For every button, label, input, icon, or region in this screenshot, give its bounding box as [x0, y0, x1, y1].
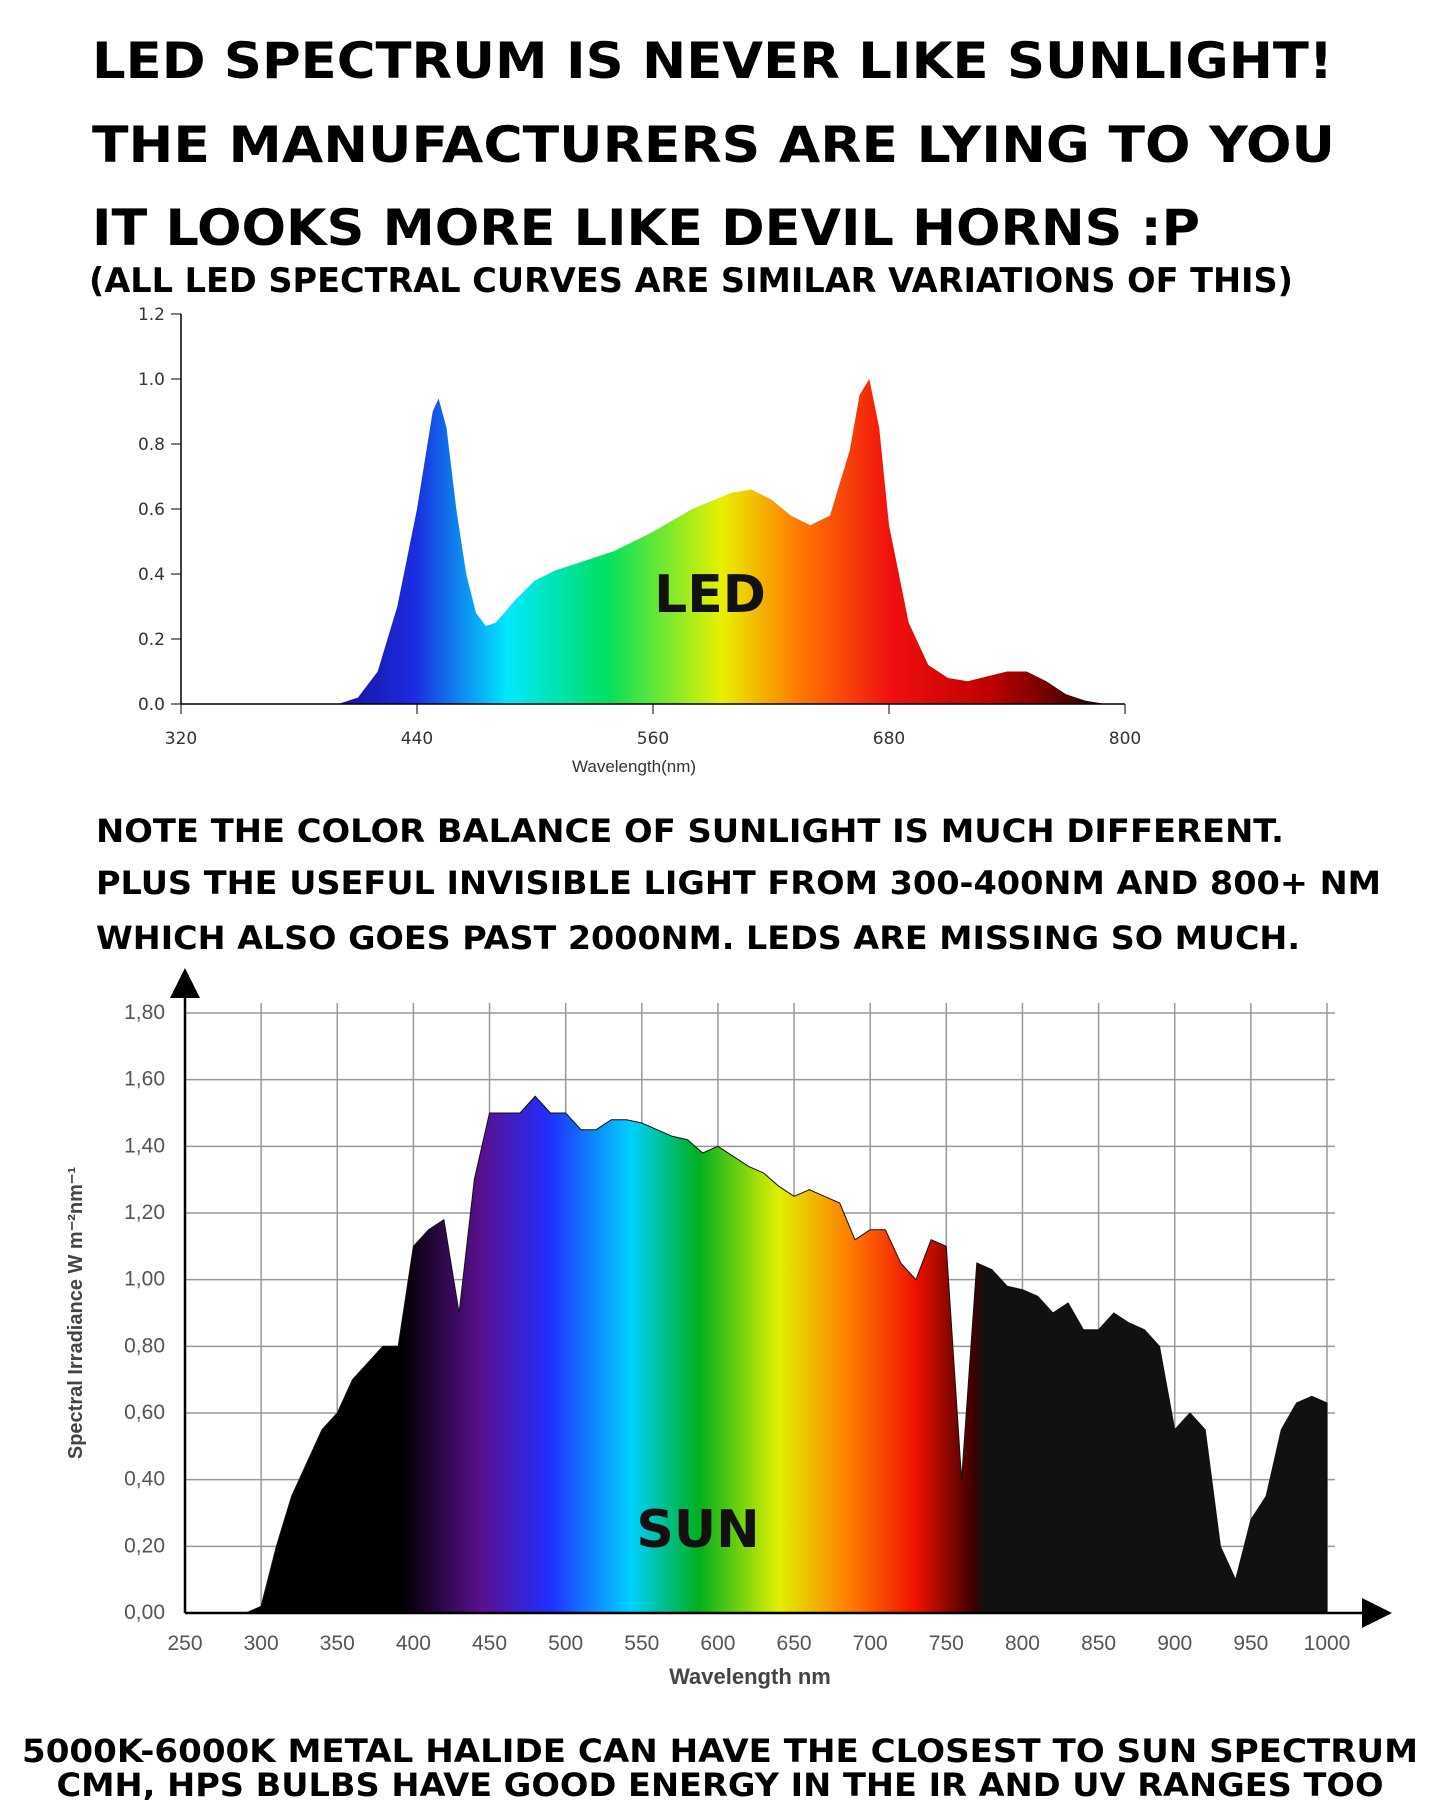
x-tick-label: 350: [320, 1632, 355, 1655]
y-tick-label: 1.2: [138, 305, 165, 325]
x-tick-label: 850: [1081, 1632, 1116, 1655]
y-tick-label: 1,20: [124, 1201, 165, 1224]
y-tick-label: 0,40: [124, 1468, 165, 1491]
x-tick-label: 950: [1233, 1632, 1268, 1655]
x-tick-label: 800: [1005, 1632, 1040, 1655]
y-tick-label: 0.6: [138, 500, 165, 520]
x-tick-label: 300: [244, 1632, 279, 1655]
x-tick-label: 500: [548, 1632, 583, 1655]
spectrum-area: [338, 379, 1106, 704]
headline: WHICH ALSO GOES PAST 2000NM. LEDS ARE MI…: [96, 919, 1300, 957]
y-tick-label: 1,40: [124, 1134, 165, 1157]
x-tick-label: 600: [700, 1632, 735, 1655]
chart-annotation: LED: [654, 565, 766, 625]
y-tick-label: 1.0: [138, 370, 165, 390]
headline: 5000K-6000K METAL HALIDE CAN HAVE THE CL…: [22, 1732, 1418, 1770]
y-tick-label: 0,80: [124, 1334, 165, 1357]
x-tick-label: 400: [396, 1632, 431, 1655]
headline: LED SPECTRUM IS NEVER LIKE SUNLIGHT!: [92, 32, 1333, 90]
headline: CMH, HPS BULBS HAVE GOOD ENERGY IN THE I…: [57, 1766, 1384, 1800]
x-tick-label: 250: [167, 1632, 202, 1655]
y-tick-label: 0,00: [124, 1601, 165, 1624]
y-tick-label: 0.2: [138, 630, 165, 650]
headline: IT LOOKS MORE LIKE DEVIL HORNS :P: [92, 199, 1200, 257]
x-axis-label: Wavelength nm: [669, 1664, 831, 1689]
x-axis-label: Wavelength(nm): [572, 757, 696, 776]
y-tick-label: 1,60: [124, 1068, 165, 1091]
x-tick-label: 450: [472, 1632, 507, 1655]
y-tick-label: 0.0: [138, 695, 165, 715]
x-tick-label: 900: [1157, 1632, 1192, 1655]
x-tick-label: 750: [929, 1632, 964, 1655]
y-tick-label: 0.4: [138, 565, 165, 585]
x-tick-label: 650: [777, 1632, 812, 1655]
x-tick-label: 550: [624, 1632, 659, 1655]
x-tick-label: 320: [165, 729, 197, 749]
x-tick-label: 700: [853, 1632, 888, 1655]
chart-annotation: SUN: [636, 1500, 759, 1560]
x-tick-label: 680: [873, 729, 905, 749]
x-tick-label: 1000: [1304, 1632, 1351, 1655]
y-tick-label: 1,00: [124, 1268, 165, 1291]
spectrum-area: [245, 1095, 1328, 1614]
headline: NOTE THE COLOR BALANCE OF SUNLIGHT IS MU…: [96, 812, 1284, 850]
headline: THE MANUFACTURERS ARE LYING TO YOU: [92, 116, 1335, 174]
y-tick-label: 0,20: [124, 1534, 165, 1557]
y-axis-label: Spectral Irradiance W m⁻²nm⁻¹: [65, 1167, 87, 1460]
y-tick-label: 0.8: [138, 435, 165, 455]
x-tick-label: 800: [1109, 729, 1141, 749]
x-tick-label: 440: [401, 729, 433, 749]
headline: PLUS THE USEFUL INVISIBLE LIGHT FROM 300…: [96, 864, 1381, 902]
headline: (ALL LED SPECTRAL CURVES ARE SIMILAR VAR…: [89, 261, 1293, 301]
x-tick-label: 560: [637, 729, 669, 749]
y-tick-label: 0,60: [124, 1401, 165, 1424]
y-tick-label: 1,80: [124, 1001, 165, 1024]
